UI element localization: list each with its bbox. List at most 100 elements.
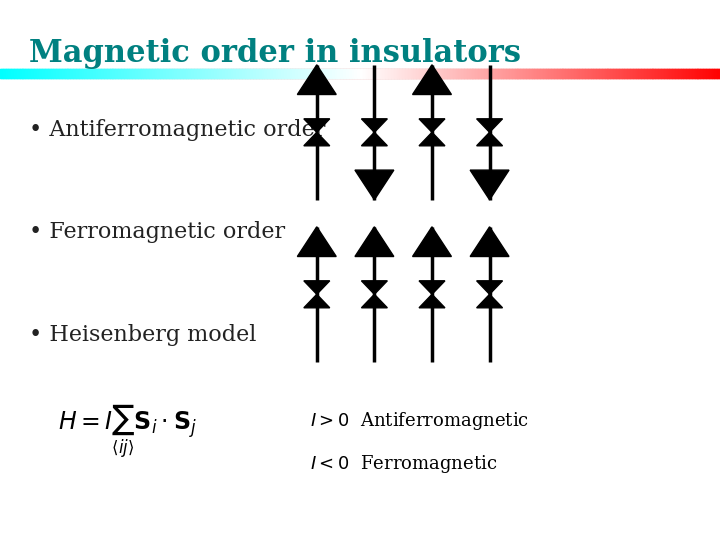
Bar — [118, 69, 121, 78]
Bar — [503, 69, 506, 78]
Bar — [557, 69, 559, 78]
Bar — [279, 69, 282, 78]
Bar — [574, 69, 577, 78]
Bar — [102, 69, 104, 78]
Bar — [335, 69, 338, 78]
Bar — [388, 69, 391, 78]
Bar — [416, 69, 419, 78]
Bar — [552, 69, 554, 78]
Bar — [62, 69, 65, 78]
Bar — [487, 69, 490, 78]
Bar — [22, 69, 25, 78]
Bar — [498, 69, 500, 78]
Bar — [526, 69, 528, 78]
Bar — [264, 69, 267, 78]
Bar — [53, 69, 56, 78]
Bar — [310, 69, 312, 78]
Bar — [523, 69, 526, 78]
Bar — [65, 69, 68, 78]
Bar — [230, 69, 233, 78]
Text: $I < 0$  Ferromagnetic: $I < 0$ Ferromagnetic — [310, 454, 497, 475]
Bar — [624, 69, 627, 78]
Bar — [562, 69, 565, 78]
Bar — [338, 69, 341, 78]
Bar — [540, 69, 543, 78]
Bar — [588, 69, 590, 78]
Polygon shape — [470, 227, 509, 256]
Bar — [528, 69, 531, 78]
Bar — [537, 69, 540, 78]
Bar — [686, 69, 689, 78]
Bar — [453, 69, 456, 78]
Bar — [518, 69, 521, 78]
Polygon shape — [304, 119, 330, 146]
Bar — [436, 69, 438, 78]
Bar — [369, 69, 372, 78]
Bar — [282, 69, 284, 78]
Bar — [441, 69, 444, 78]
Bar — [194, 69, 197, 78]
Bar — [343, 69, 346, 78]
Bar — [655, 69, 658, 78]
Bar — [168, 69, 171, 78]
Bar — [68, 69, 71, 78]
Bar — [711, 69, 714, 78]
Bar — [230, 69, 233, 78]
Bar — [360, 69, 363, 78]
Bar — [9, 69, 12, 78]
Bar — [343, 69, 346, 78]
Bar — [492, 69, 495, 78]
Polygon shape — [419, 281, 445, 308]
Bar — [568, 69, 571, 78]
Bar — [279, 69, 282, 78]
Bar — [140, 69, 143, 78]
Bar — [540, 69, 543, 78]
Bar — [515, 69, 518, 78]
Bar — [670, 69, 672, 78]
Bar — [14, 69, 17, 78]
Bar — [310, 69, 312, 78]
Bar — [239, 69, 242, 78]
Bar — [242, 69, 245, 78]
Bar — [467, 69, 469, 78]
Bar — [593, 69, 596, 78]
Bar — [605, 69, 608, 78]
Bar — [312, 69, 315, 78]
Bar — [225, 69, 228, 78]
Bar — [450, 69, 453, 78]
Bar — [689, 69, 692, 78]
Bar — [140, 69, 143, 78]
Bar — [295, 69, 298, 78]
Bar — [374, 69, 377, 78]
Bar — [410, 69, 413, 78]
Bar — [658, 69, 661, 78]
Bar — [469, 69, 472, 78]
Bar — [220, 69, 222, 78]
Bar — [248, 69, 251, 78]
Bar — [56, 69, 59, 78]
Bar — [298, 69, 301, 78]
Bar — [596, 69, 599, 78]
Bar — [512, 69, 515, 78]
Bar — [456, 69, 459, 78]
Bar — [616, 69, 618, 78]
Bar — [512, 69, 515, 78]
Bar — [695, 69, 698, 78]
Polygon shape — [413, 227, 451, 256]
Bar — [107, 69, 109, 78]
Bar — [76, 69, 78, 78]
Bar — [506, 69, 509, 78]
Bar — [410, 69, 413, 78]
Bar — [549, 69, 552, 78]
Bar — [577, 69, 580, 78]
Bar — [354, 69, 357, 78]
Bar — [127, 69, 130, 78]
Bar — [503, 69, 506, 78]
Bar — [487, 69, 490, 78]
Bar — [518, 69, 521, 78]
Bar — [469, 69, 472, 78]
Bar — [245, 69, 248, 78]
Bar — [402, 69, 405, 78]
Bar — [366, 69, 369, 78]
Bar — [475, 69, 478, 78]
